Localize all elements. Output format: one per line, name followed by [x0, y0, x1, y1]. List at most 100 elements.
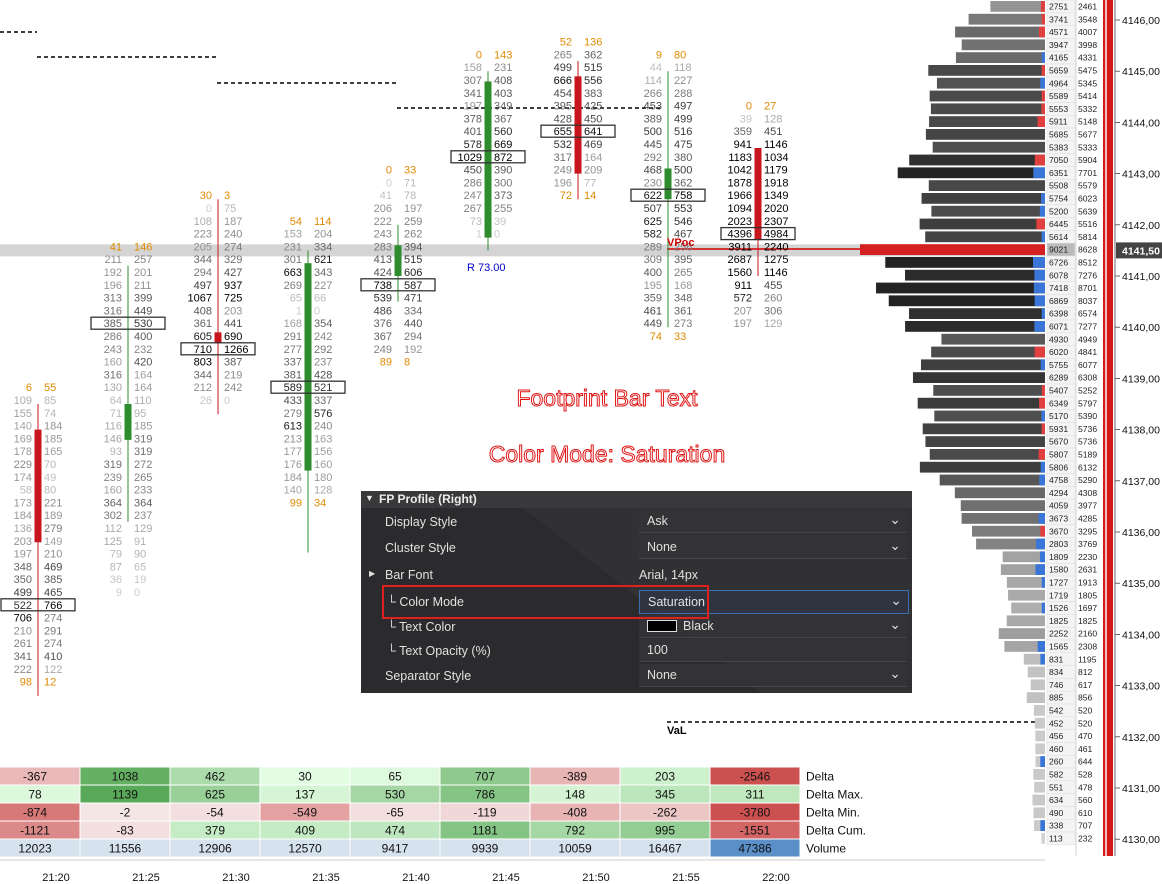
- bid-volume: 302: [104, 510, 122, 522]
- bid-volume: 319: [104, 459, 122, 471]
- ask-volume: 451: [764, 126, 782, 138]
- summary-value: -408: [563, 806, 587, 820]
- chevron-down-icon[interactable]: ⌄: [889, 537, 901, 553]
- top-ask-total: 114: [314, 216, 332, 228]
- bid-volume: 58: [20, 485, 32, 497]
- footprint-bar-5: 0 71 41 78 206 197 222 259 243 262 283 394 413 515 424…: [360, 165, 436, 369]
- chevron-down-icon[interactable]: ⌄: [889, 511, 901, 527]
- display-style-select[interactable]: Ask ⌄: [639, 510, 907, 533]
- bid-volume: 400: [644, 267, 662, 279]
- bar-font-value[interactable]: Arial, 14px: [639, 568, 699, 582]
- ask-volume: 274: [44, 638, 62, 650]
- price-label: 4139,00: [1122, 373, 1160, 385]
- bid-volume: 803: [194, 357, 212, 369]
- ask-volume: 74: [44, 408, 56, 420]
- ask-volume: 449: [134, 305, 152, 317]
- price-label: 4143,00: [1122, 169, 1160, 181]
- profile-ask-value: 8512: [1078, 258, 1097, 268]
- current-price-tag: [1116, 242, 1162, 259]
- setting-cluster-style[interactable]: Cluster Style None ⌄: [361, 536, 912, 561]
- bid-volume: 125: [104, 536, 122, 548]
- setting-separator-style[interactable]: Separator Style None ⌄: [361, 664, 912, 689]
- profile-ask-value: 8628: [1078, 245, 1097, 255]
- chevron-down-icon[interactable]: ⌄: [889, 665, 901, 681]
- profile-bar: [1033, 769, 1045, 780]
- summary-label: Delta Cum.: [806, 824, 866, 838]
- profile-bid-value: 6351: [1049, 168, 1068, 178]
- bid-volume: 0: [206, 203, 212, 215]
- profile-delta-mark: [1040, 461, 1045, 473]
- bid-volume: 87: [110, 561, 122, 573]
- setting-bar-font[interactable]: ▶ Bar Font Arial, 14px: [361, 563, 912, 588]
- ask-volume: 1179: [764, 165, 788, 177]
- color-mode-select[interactable]: Saturation ⌄: [639, 590, 909, 614]
- bid-volume: 1878: [728, 177, 752, 189]
- footprint-bar-6: 158 231 307 408 341 403 197 349 378 367 401 560 578 6…: [450, 49, 526, 251]
- profile-bar: [919, 461, 1045, 473]
- profile-bar: [905, 269, 1045, 281]
- ask-volume: 349: [494, 101, 512, 113]
- bid-volume: 507: [644, 203, 662, 215]
- profile-bid-value: 338: [1049, 821, 1064, 831]
- setting-label: └ Text Opacity (%): [387, 644, 491, 658]
- profile-bar: [1034, 717, 1045, 729]
- chevron-down-icon[interactable]: ⌄: [889, 616, 901, 632]
- bid-volume: 223: [194, 229, 212, 241]
- collapse-arrow-icon[interactable]: ▼: [365, 493, 374, 503]
- ask-volume: 469: [44, 561, 62, 573]
- ask-volume: 240: [314, 421, 332, 433]
- bid-volume: 2023: [728, 216, 752, 228]
- ask-volume: 362: [584, 49, 602, 61]
- ask-volume: 90: [134, 549, 146, 561]
- profile-ask-value: 5475: [1078, 66, 1097, 76]
- profile-bid-value: 746: [1049, 680, 1064, 690]
- ask-volume: 237: [314, 357, 332, 369]
- bid-volume: 539: [374, 293, 392, 305]
- profile-bid-value: 1719: [1049, 590, 1068, 600]
- imbalance-box: [0, 598, 76, 612]
- bid-volume: 146: [104, 433, 122, 445]
- bid-volume: 613: [284, 421, 302, 433]
- profile-bar: [1034, 781, 1045, 793]
- bid-volume: 249: [554, 165, 572, 177]
- top-bid-total: 0: [746, 101, 752, 113]
- price-label: 4135,00: [1122, 578, 1160, 590]
- bid-volume: 206: [374, 203, 392, 215]
- profile-ask-value: 7276: [1078, 270, 1097, 280]
- ask-volume: 294: [404, 331, 422, 343]
- profile-ask-value: 5516: [1078, 219, 1097, 229]
- ask-volume: 450: [584, 113, 602, 125]
- setting-label: └ Color Mode: [387, 595, 464, 609]
- setting-display-style[interactable]: Display Style Ask ⌄: [361, 510, 912, 535]
- profile-ask-value: 7701: [1078, 168, 1097, 178]
- setting-text-color[interactable]: └ Text Color Black ⌄: [361, 615, 912, 640]
- setting-text-opacity[interactable]: └ Text Opacity (%) 100: [361, 639, 912, 664]
- bid-volume: 230: [644, 177, 662, 189]
- panel-header[interactable]: ▼ FP Profile (Right): [361, 491, 912, 508]
- ask-volume: 237: [134, 510, 152, 522]
- bid-volume: 1: [296, 305, 302, 317]
- top-bid-total: 41: [110, 241, 122, 253]
- ask-volume: 197: [404, 203, 422, 215]
- text-opacity-input[interactable]: 100: [639, 639, 907, 662]
- setting-color-mode[interactable]: └ Color Mode Saturation ⌄: [361, 590, 912, 615]
- profile-bar: [961, 39, 1045, 51]
- expand-arrow-icon[interactable]: ▶: [369, 569, 376, 578]
- ask-volume: 475: [674, 139, 692, 151]
- bid-volume: 666: [554, 75, 572, 87]
- time-label: 21:35: [312, 872, 340, 884]
- separator-style-select[interactable]: None ⌄: [639, 664, 907, 687]
- ask-volume: 0: [314, 305, 320, 317]
- bid-volume: 454: [554, 88, 572, 100]
- profile-bid-value: 4758: [1049, 475, 1068, 485]
- profile-bar: [897, 167, 1045, 179]
- profile-bar: [976, 538, 1045, 550]
- bid-volume: 381: [284, 369, 302, 381]
- profile-delta-mark: [1041, 103, 1045, 115]
- cluster-style-select[interactable]: None ⌄: [639, 536, 907, 559]
- ask-volume: 227: [314, 280, 332, 292]
- chevron-down-icon[interactable]: ⌄: [890, 592, 902, 608]
- profile-delta-mark: [1039, 205, 1045, 217]
- text-color-select[interactable]: Black ⌄: [639, 615, 907, 638]
